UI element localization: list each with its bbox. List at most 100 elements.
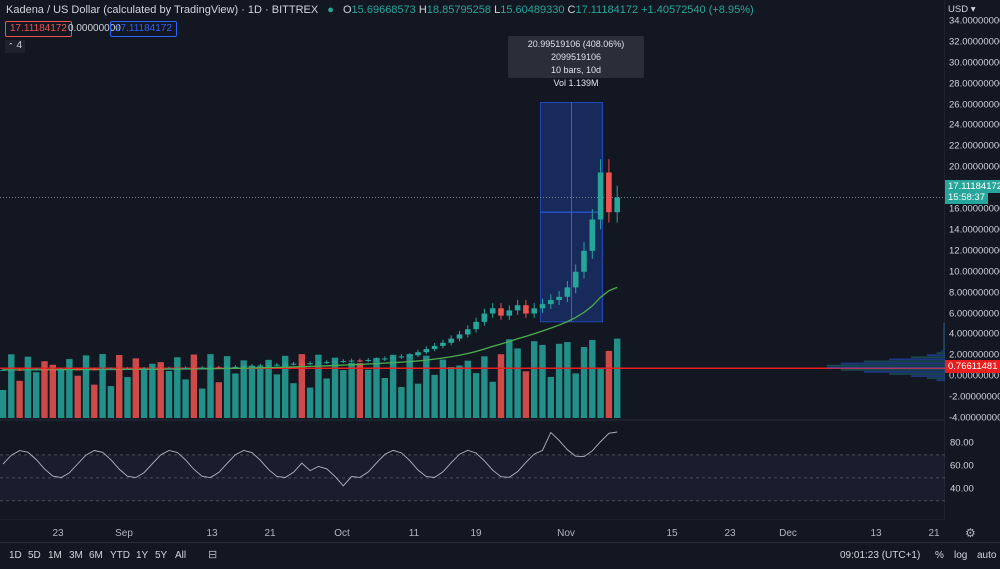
candle-body	[589, 219, 596, 251]
moving-average-line	[2, 286, 618, 371]
candle-body	[91, 369, 98, 371]
candle-body	[564, 287, 571, 297]
volume-bar	[356, 363, 364, 418]
timeframe-button[interactable]: 5Y	[155, 550, 168, 561]
volume-bar	[323, 378, 330, 418]
price-tick: -4.00000000	[949, 412, 1000, 424]
price-tick: 30.00000000	[949, 57, 1000, 69]
timeframe-button[interactable]: YTD	[110, 550, 130, 561]
currency-select[interactable]: USD ▾	[948, 4, 975, 15]
volume-bar	[248, 365, 256, 418]
candle-body	[498, 308, 504, 316]
volume-bar	[298, 354, 305, 418]
candle-body	[398, 356, 405, 358]
auto-toggle[interactable]: auto	[977, 550, 997, 561]
candle-body	[174, 368, 181, 370]
chart-legend: Kadena / US Dollar (calculated by Tradin…	[6, 4, 754, 16]
candle-body	[606, 172, 612, 213]
timeframe-button[interactable]: 3M	[69, 550, 83, 561]
candle-body	[415, 352, 421, 356]
volume-bar	[547, 376, 554, 418]
candle-body	[556, 296, 562, 300]
time-tick: 13	[206, 528, 218, 539]
price-axis[interactable]: 34.00000000 32.00000000 30.00000000 28.0000…	[945, 0, 1000, 520]
candle-body	[357, 360, 363, 362]
ohlc-key: L	[494, 4, 501, 16]
volume-bar	[8, 354, 15, 418]
candle-body	[523, 305, 529, 314]
candle-body	[299, 363, 305, 365]
buy-price-box[interactable]: 17.11184172	[110, 21, 177, 37]
candle-body	[41, 369, 48, 371]
candle-body	[74, 369, 81, 371]
symbol-title[interactable]: Kadena / US Dollar (calculated by Tradin…	[6, 4, 319, 16]
measure-line1: 20.99519106 (408.06%) 2099519106	[527, 39, 625, 62]
candle-body	[465, 329, 471, 335]
time-tick: 21	[264, 528, 276, 539]
price-tick: 4.00000000	[949, 328, 1000, 340]
volume-bar	[597, 367, 604, 418]
timeframe-button[interactable]: All	[175, 550, 187, 561]
volume-bar	[207, 354, 214, 418]
volume-profile-bar	[943, 341, 945, 344]
timeframe-button[interactable]: 6M	[89, 550, 103, 561]
volume-bar	[381, 378, 388, 418]
volume-profile-bar	[936, 352, 945, 354]
volume-bar	[16, 380, 23, 418]
volume-bar	[522, 371, 530, 418]
price-tick: 8.00000000	[949, 287, 1000, 299]
timeframe-button[interactable]: 1M	[48, 550, 62, 561]
volume-bar	[398, 387, 405, 418]
candle-body	[307, 363, 313, 365]
volume-profile-bar	[943, 348, 945, 350]
candle-body	[265, 365, 272, 367]
timeframe-button[interactable]: 1D	[9, 550, 22, 561]
volume-bar	[506, 339, 513, 418]
ohlc-value: 15.69668573	[351, 4, 419, 16]
time-tick: Nov	[557, 528, 575, 539]
candle-body	[390, 357, 396, 359]
price-tick: 34.00000000	[949, 15, 1000, 27]
chevron-down-icon: ▾	[970, 4, 976, 15]
ohlc-value: 17.11184172	[575, 4, 642, 16]
volume-profile-bar	[943, 322, 945, 325]
candle-body	[290, 363, 297, 365]
measure-tooltip: 20.99519106 (408.06%) 2099519106 10 bars…	[508, 36, 644, 88]
clock[interactable]: 09:01:23 (UTC+1)	[840, 550, 921, 561]
candle-body	[382, 358, 388, 360]
log-toggle[interactable]: log	[954, 550, 968, 561]
ohlc-key: H	[418, 4, 427, 16]
volume-profile-bar	[943, 337, 945, 340]
volume-bar	[472, 373, 480, 418]
candle-body	[431, 345, 438, 350]
indicator-toggle[interactable]: ⌃ 4	[5, 40, 25, 53]
volume-bar	[282, 355, 289, 418]
gear-icon[interactable]: ⚙	[965, 526, 976, 540]
candle-body	[0, 369, 6, 371]
volume-bar	[331, 357, 339, 418]
volume-bar	[497, 354, 505, 418]
volume-profile-bar	[840, 362, 945, 365]
timeframe-button[interactable]: 5D	[28, 550, 41, 561]
time-tick: 13	[870, 528, 882, 539]
date-range-icon[interactable]: ⊟	[208, 549, 218, 561]
candle-body	[133, 368, 139, 370]
volume-profile-bar	[863, 370, 945, 373]
candle-body	[124, 368, 131, 370]
price-tick: 32.00000000	[949, 36, 1000, 48]
volume-profile-bar	[943, 345, 945, 348]
price-chart[interactable]	[0, 0, 945, 520]
volume-bar	[165, 370, 173, 418]
price-tick: 20.00000000	[949, 161, 1000, 173]
percent-toggle[interactable]: %	[935, 550, 944, 561]
volume-bar	[373, 357, 380, 418]
candle-body	[58, 369, 64, 371]
volume-profile-bar	[936, 379, 945, 382]
candle-body	[597, 172, 604, 220]
volume-bar	[464, 360, 471, 418]
candle-body	[572, 271, 579, 288]
volume-bar	[456, 365, 463, 418]
volume-bar	[448, 366, 455, 418]
timeframe-button[interactable]: 1Y	[136, 550, 149, 561]
sell-price-box[interactable]: 17.11184172	[5, 21, 72, 37]
